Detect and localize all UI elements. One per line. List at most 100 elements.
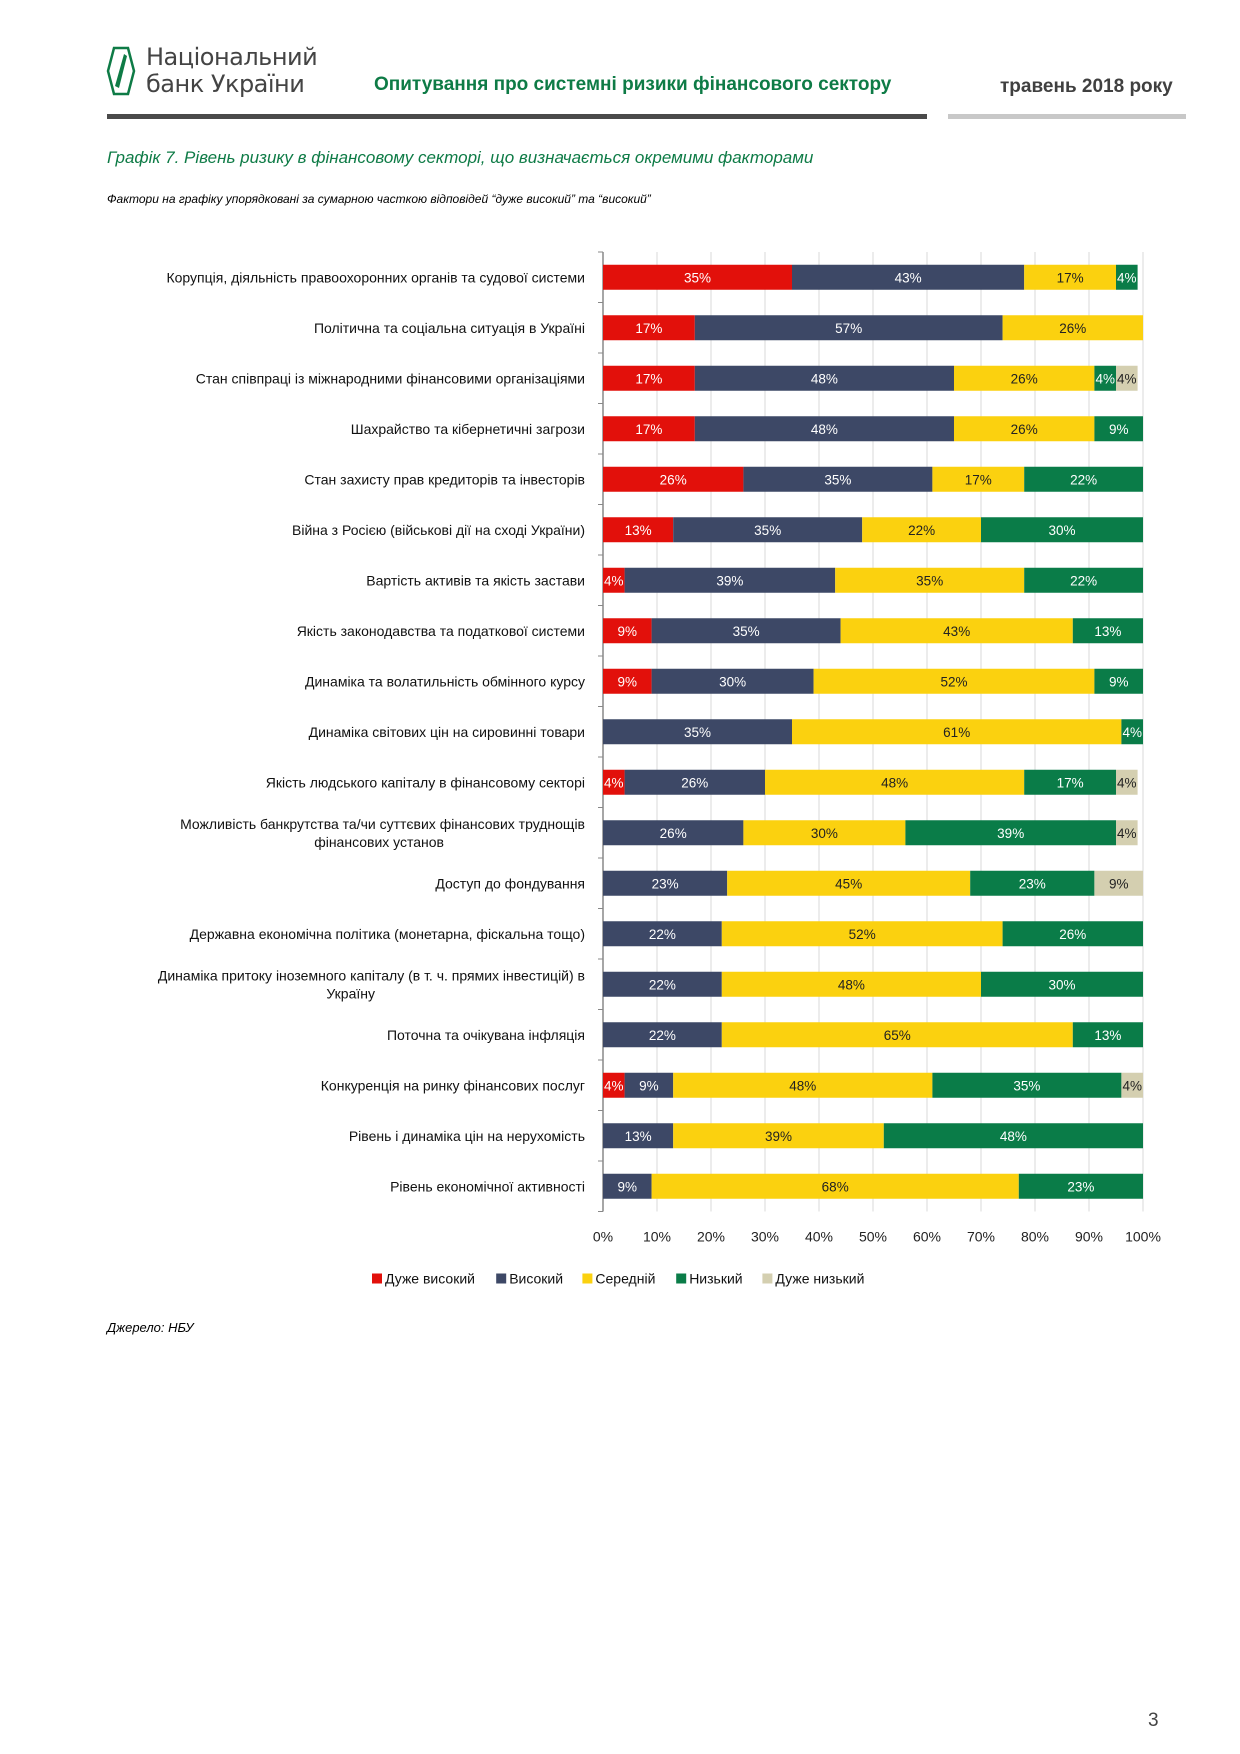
data-label: 4%: [1117, 775, 1137, 790]
bar-segment: [694, 416, 954, 442]
bar-segment: [905, 820, 1116, 846]
data-label: 26%: [1059, 321, 1086, 336]
bar-segment: [694, 315, 1003, 341]
bar-segment: [981, 517, 1143, 543]
legend-label: Середній: [595, 1271, 655, 1287]
bar-segment: [1121, 719, 1143, 745]
category-label: Корупція, діяльність правоохоронних орга…: [166, 269, 585, 285]
bar-segment: [1024, 466, 1143, 492]
data-label: 30%: [719, 674, 746, 689]
nbu-logo-icon: [106, 46, 136, 96]
legend-swatch: [372, 1273, 382, 1284]
category-label: Поточна та очікувана інфляція: [387, 1027, 585, 1043]
data-label: 13%: [625, 523, 652, 538]
bar-segment: [603, 1072, 625, 1098]
category-label: Вартість активів та якість застави: [366, 572, 585, 588]
data-label: 30%: [1048, 523, 1075, 538]
data-label: 68%: [822, 1179, 849, 1194]
legend-label: Дуже низький: [775, 1271, 864, 1287]
data-label: 26%: [1011, 422, 1038, 437]
data-label: 4%: [1122, 1078, 1142, 1093]
data-label: 22%: [649, 1028, 676, 1043]
legend-swatch: [762, 1273, 773, 1284]
bar-segment: [603, 517, 674, 543]
data-label: 39%: [997, 826, 1024, 841]
data-label: 39%: [716, 573, 743, 588]
legend-swatch: [676, 1273, 687, 1284]
bar-segment: [651, 1173, 1019, 1199]
bar-segment: [603, 870, 728, 896]
x-tick-label: 100%: [1125, 1229, 1161, 1245]
bar-segment: [1116, 769, 1138, 795]
category-label: Шахрайство та кібернетичні загрози: [351, 421, 585, 437]
bar-segment: [721, 921, 1003, 947]
data-label: 9%: [618, 1179, 638, 1194]
header-rule-light: [948, 114, 1186, 119]
bar-segment: [883, 1123, 1143, 1149]
category-label: Якість законодавства та податкової систе…: [297, 623, 585, 639]
bar-segment: [743, 820, 906, 846]
bar-segment: [862, 517, 981, 543]
data-label: 23%: [1019, 876, 1046, 891]
data-label: 17%: [635, 422, 662, 437]
category-label: Динаміка притоку іноземного капіталу (в …: [158, 967, 585, 983]
data-label: 45%: [835, 876, 862, 891]
category-label: Стан співпраці із міжнародними фінансови…: [196, 370, 585, 386]
data-label: 13%: [1094, 624, 1121, 639]
x-tick-label: 10%: [643, 1229, 671, 1245]
chart-title: Графік 7. Рівень ризику в фінансовому се…: [107, 148, 814, 167]
bar-segment: [1024, 264, 1116, 290]
legend-swatch: [582, 1273, 593, 1284]
bar-segment: [603, 1123, 674, 1149]
category-label: Війна з Росією (військові дії на сході У…: [292, 522, 585, 538]
category-label: Політична та соціальна ситуація в Україн…: [314, 320, 585, 336]
bar-segment: [954, 365, 1095, 391]
category-label: Можливість банкрутства та/чи суттєвих фі…: [180, 816, 585, 832]
data-label: 35%: [824, 472, 851, 487]
data-label: 9%: [618, 624, 638, 639]
category-label: Якість людського капіталу в фінансовому …: [266, 774, 585, 790]
bar-segment: [603, 1022, 722, 1048]
data-label: 26%: [660, 826, 687, 841]
bar-segment: [1094, 365, 1116, 391]
bar-segment: [603, 365, 695, 391]
data-label: 4%: [1117, 371, 1137, 386]
category-label: фінансових установ: [314, 834, 444, 850]
bar-segment: [603, 769, 625, 795]
x-tick-label: 70%: [967, 1229, 995, 1245]
bar-segment: [603, 971, 722, 997]
data-label: 4%: [604, 1078, 624, 1093]
data-label: 48%: [811, 422, 838, 437]
data-label: 4%: [1095, 371, 1115, 386]
data-label: 48%: [881, 775, 908, 790]
data-label: 52%: [940, 674, 967, 689]
bar-segment: [673, 517, 863, 543]
bank-name-line1: Національний: [146, 43, 318, 71]
data-label: 13%: [625, 1129, 652, 1144]
data-label: 9%: [639, 1078, 659, 1093]
bar-segment: [743, 466, 933, 492]
data-label: 9%: [1109, 674, 1129, 689]
data-label: 22%: [649, 927, 676, 942]
category-label: Конкуренція на ринку фінансових послуг: [321, 1077, 585, 1093]
bar-segment: [1018, 1173, 1143, 1199]
bar-segment: [603, 264, 792, 290]
bar-segment: [651, 668, 814, 694]
data-label: 26%: [681, 775, 708, 790]
bar-segment: [1094, 668, 1143, 694]
x-tick-label: 20%: [697, 1229, 725, 1245]
data-label: 35%: [684, 725, 711, 740]
category-label: Динаміка та волатильність обмінного курс…: [305, 673, 585, 689]
legend-label: Високий: [509, 1271, 563, 1287]
data-label: 26%: [1011, 371, 1038, 386]
data-label: 4%: [1117, 270, 1137, 285]
bar-segment: [1094, 870, 1143, 896]
report-title: Опитування про системні ризики фінансово…: [374, 74, 892, 95]
data-label: 17%: [635, 321, 662, 336]
bar-segment: [624, 1072, 674, 1098]
bar-segment: [721, 1022, 1073, 1048]
data-label: 35%: [684, 270, 711, 285]
data-label: 52%: [849, 927, 876, 942]
bar-segment: [954, 416, 1095, 442]
data-label: 26%: [1059, 927, 1086, 942]
